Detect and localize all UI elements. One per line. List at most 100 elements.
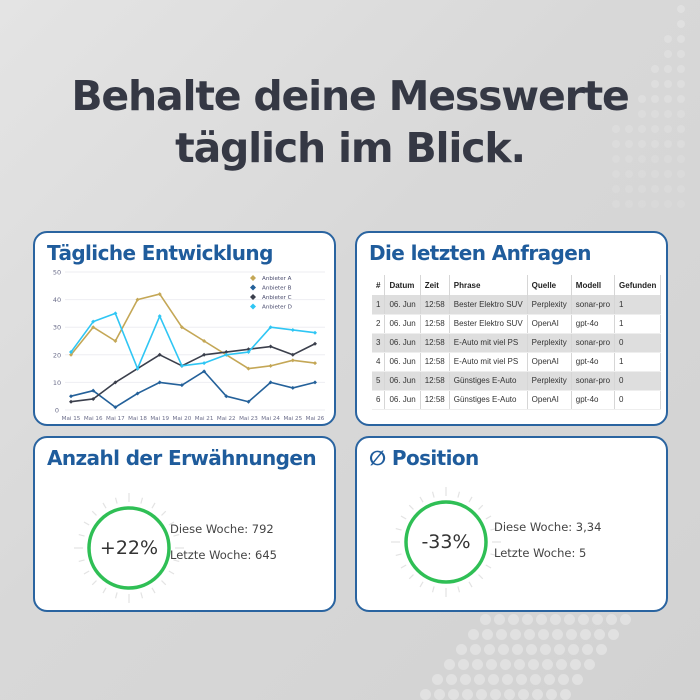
table-cell: E-Auto mit viel PS: [449, 333, 528, 353]
series-line: [70, 370, 316, 409]
data-point-marker: [179, 325, 184, 330]
card-title: Anzahl der Erwähnungen: [47, 446, 317, 470]
table-cell: Günstiges E-Auto: [449, 390, 528, 410]
legend-marker-icon: [250, 284, 256, 291]
data-point-marker: [113, 405, 118, 410]
data-point-marker: [268, 380, 273, 385]
table-cell: Perplexity: [527, 333, 572, 353]
table-row[interactable]: 6 06. Jun 12:58 Günstiges E-Auto OpenAI gpt-4…: [372, 390, 662, 410]
x-tick-label: Mai 24: [261, 416, 280, 422]
last-week-value: Letzte Woche: 5: [494, 546, 587, 560]
table-cell: 0: [614, 390, 662, 410]
data-point-marker: [224, 350, 229, 355]
weekly-stats: Diese Woche: 792 Letzte Woche: 645: [170, 516, 277, 568]
table-cell: 12:58: [420, 295, 450, 315]
column-header: Datum: [384, 275, 421, 295]
column-header: Gefunden: [614, 275, 662, 295]
legend-label: Anbieter D: [262, 305, 292, 311]
position-card: ∅ Position -33% Diese Woche: 3,34 Letzte…: [355, 436, 668, 612]
series-line: [70, 312, 316, 370]
data-point-marker: [179, 383, 184, 388]
data-point-marker: [246, 399, 251, 404]
legend-marker-icon: [250, 294, 256, 300]
progress-ring-icon: [73, 492, 185, 604]
this-week-value: Diese Woche: 792: [170, 522, 274, 536]
data-point-marker: [290, 385, 295, 390]
table-cell: 12:58: [420, 314, 450, 334]
table-row[interactable]: 2 06. Jun 12:58 Bester Elektro SUV OpenAI gpt…: [372, 314, 662, 334]
data-point-marker: [268, 344, 273, 349]
y-tick-label: 10: [53, 379, 61, 387]
data-point-marker: [69, 399, 73, 404]
legend-marker-icon: [250, 275, 256, 281]
change-ring: -33%: [390, 486, 502, 598]
column-header: Modell: [571, 275, 616, 295]
table-cell: 5: [372, 371, 386, 391]
data-point-marker: [224, 352, 229, 357]
data-point-marker: [224, 394, 229, 399]
table-cell: Günstiges E-Auto: [449, 371, 528, 391]
mentions-card: Anzahl der Erwähnungen +22% Diese Woche:…: [33, 436, 336, 612]
table-cell: OpenAI: [527, 352, 572, 372]
table-cell: 06. Jun: [384, 295, 421, 315]
card-title: Tägliche Entwicklung: [47, 241, 273, 265]
data-point-marker: [113, 339, 118, 343]
series-line: [70, 343, 316, 403]
x-tick-label: Mai 26: [306, 416, 325, 422]
data-point-marker: [91, 396, 96, 401]
line-chart: 0 10 20 30 40 50 Mai 15 Mai 16 Mai 17 Mai 18 Mai 1…: [53, 269, 325, 422]
table-cell: OpenAI: [527, 390, 572, 410]
table-cell: 06. Jun: [384, 390, 421, 410]
data-point-marker: [135, 297, 140, 302]
table-cell: gpt-4o: [571, 314, 616, 334]
table-cell: 06. Jun: [384, 352, 421, 372]
table-row[interactable]: 4 06. Jun 12:58 E-Auto mit viel PS OpenAI gpt…: [372, 352, 662, 372]
data-point-marker: [290, 358, 295, 363]
data-point-marker: [268, 363, 273, 368]
y-tick-label: 20: [53, 351, 61, 359]
table-cell: 1: [614, 295, 662, 315]
table-cell: 0: [614, 333, 662, 353]
table-cell: 1: [614, 352, 662, 372]
table-row[interactable]: 1 06. Jun 12:58 Bester Elektro SUV Perplexit…: [372, 295, 662, 315]
table-cell: sonar-pro: [571, 295, 616, 315]
table-cell: sonar-pro: [571, 371, 616, 391]
table-cell: Perplexity: [527, 295, 572, 315]
data-point-marker: [91, 325, 96, 330]
table-cell: 4: [372, 352, 386, 372]
table-cell: 2: [372, 314, 386, 334]
x-tick-label: Mai 18: [128, 416, 147, 422]
data-point-marker: [69, 352, 73, 357]
table-cell: Bester Elektro SUV: [449, 295, 528, 315]
data-point-marker: [113, 380, 118, 385]
table-cell: Bester Elektro SUV: [449, 314, 528, 334]
data-point-marker: [135, 391, 140, 396]
data-point-marker: [246, 350, 251, 355]
column-header: Phrase: [449, 275, 528, 295]
this-week-value: Diese Woche: 3,34: [494, 520, 602, 534]
table-cell: 12:58: [420, 333, 450, 353]
y-tick-label: 50: [53, 269, 61, 277]
table-cell: 6: [372, 390, 386, 410]
table-cell: Perplexity: [527, 371, 572, 391]
table-row[interactable]: 5 06. Jun 12:58 Günstiges E-Auto Perplexity s…: [372, 371, 662, 391]
table-cell: 12:58: [420, 390, 450, 410]
table-cell: sonar-pro: [571, 333, 616, 353]
table-cell: gpt-4o: [571, 390, 616, 410]
y-tick-label: 30: [53, 324, 61, 332]
data-point-marker: [290, 327, 295, 332]
recent-queries-card: Die letzten Anfragen # Datum Zeit Phrase Que…: [355, 231, 668, 426]
x-tick-label: Mai 22: [217, 416, 236, 422]
legend-label: Anbieter B: [262, 286, 292, 292]
daily-trend-card: Tägliche Entwicklung 0 10 20 30 40 50 Mai 15 Ma…: [33, 231, 336, 426]
data-point-marker: [157, 292, 162, 297]
data-point-marker: [290, 352, 295, 357]
table-row[interactable]: 3 06. Jun 12:58 E-Auto mit viel PS Perplexit…: [372, 333, 662, 353]
column-header: Quelle: [527, 275, 572, 295]
data-point-marker: [91, 319, 96, 324]
table-cell: 12:58: [420, 371, 450, 391]
x-tick-label: Mai 25: [283, 416, 302, 422]
data-point-marker: [135, 366, 140, 371]
card-title: Die letzten Anfragen: [369, 241, 591, 265]
data-point-marker: [313, 330, 317, 335]
